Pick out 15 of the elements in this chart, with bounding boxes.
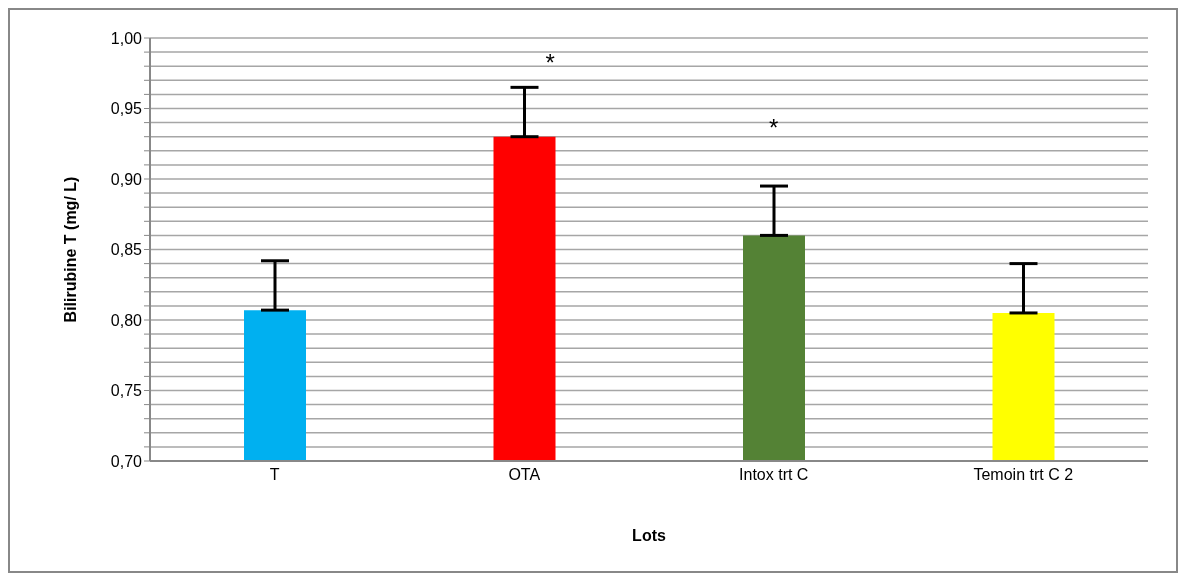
x-tick-label: T [269, 466, 280, 484]
y-tick-label: 0,90 [110, 170, 143, 188]
y-tick-label: 0,80 [110, 311, 143, 329]
y-tick-label: 0,70 [110, 452, 143, 470]
annotation: * [769, 114, 779, 142]
x-axis-title: Lots [632, 527, 666, 544]
y-tick-label: 0,75 [110, 382, 143, 400]
annotation: * [545, 49, 555, 77]
x-tick-label: Temoin trt C 2 [973, 466, 1074, 484]
x-tick-label: Intox trt C [739, 466, 809, 484]
x-tick-label: OTA [508, 466, 541, 484]
y-tick-label: 0,85 [110, 241, 143, 259]
y-axis-title: Bilirubine T (mg/ L) [61, 176, 79, 323]
y-tick-label: 1,00 [110, 29, 143, 47]
y-tick-label: 0,95 [110, 100, 143, 118]
